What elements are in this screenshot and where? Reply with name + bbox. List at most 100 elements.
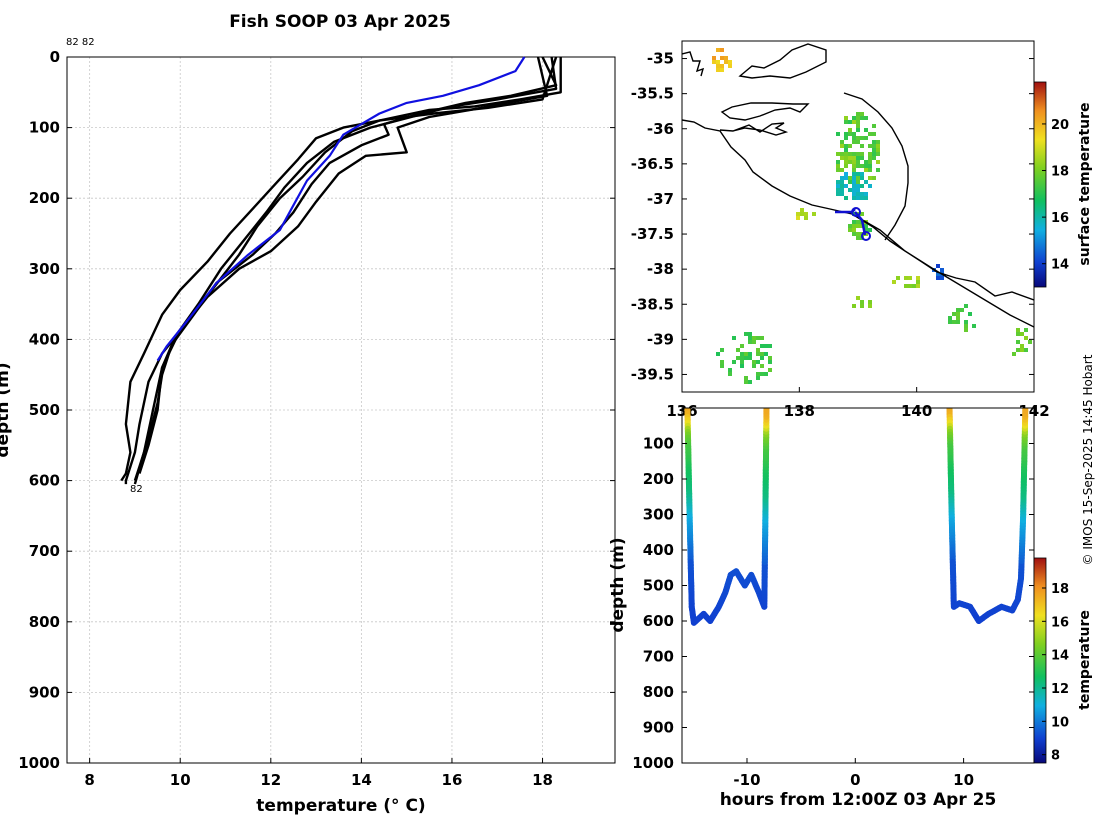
map-ytick-label: -37 — [647, 190, 674, 208]
profile-ytick-label: 100 — [29, 119, 60, 137]
sst-cell — [852, 180, 856, 184]
credit-text: © IMOS 15-Sep-2025 14:45 Hobart — [1081, 354, 1095, 565]
sst-cell — [764, 372, 768, 376]
sst-cell — [836, 180, 840, 184]
section-xlabel: hours from 12:00Z 03 Apr 25 — [720, 790, 997, 810]
profile-ytick-label: 200 — [29, 189, 60, 207]
profile-ticks: 8 10 12 14 16 18 0 100 200 300 400 500 600 700 800 900 1… — [18, 48, 615, 789]
sst-cell — [856, 164, 860, 168]
sst-cell — [840, 176, 844, 180]
map-panel: -35 -35.5 -36 -36.5 -37 -37.5 -38 -38.5 -39 -39.5… — [631, 40, 1093, 420]
sst-cell — [844, 116, 848, 120]
map-xtick-label: 140 — [901, 402, 932, 420]
sst-cell — [732, 336, 736, 340]
sst-cell — [848, 120, 852, 124]
sst-cell — [856, 136, 860, 140]
sst-cell — [764, 344, 768, 348]
sst-cell — [732, 360, 736, 364]
section-axes-frame — [681, 407, 1035, 764]
sst-cell — [844, 196, 848, 200]
temperature-colorbar-tick-label: 8 — [1051, 749, 1060, 764]
sst-cell — [724, 56, 728, 60]
section-ytick-label: 300 — [643, 506, 674, 524]
section-xtick-label: 10 — [953, 771, 974, 789]
profile-series-profile-ship — [156, 56, 526, 362]
sst-colorbar-tick-label: 14 — [1051, 258, 1069, 273]
map-ytick-label: -37.5 — [631, 225, 674, 243]
sst-cell — [752, 340, 756, 344]
section-ticks: 100 200 300 400 500 600 700 800 900 1000 -10 0 10 — [632, 435, 1034, 789]
sst-cell — [744, 352, 748, 356]
sst-cell — [860, 144, 864, 148]
sst-cell — [864, 160, 868, 164]
sst-cell — [856, 176, 860, 180]
temperature-colorbar — [1033, 557, 1047, 764]
sst-cells — [712, 48, 1032, 384]
section-ytick-label: 100 — [643, 435, 674, 453]
sst-cell — [864, 228, 868, 232]
sst-cell — [860, 184, 864, 188]
sst-cell — [1024, 336, 1028, 340]
sst-cell — [964, 304, 968, 308]
sst-cell — [1024, 328, 1028, 332]
sst-cell — [840, 180, 844, 184]
profile-xtick-label: 10 — [170, 771, 191, 789]
sst-cell — [728, 372, 732, 376]
profile-ylabel: depth (m) — [0, 362, 13, 457]
section-ytick-label: 800 — [643, 683, 674, 701]
sst-cell — [844, 136, 848, 140]
sst-cell — [852, 136, 856, 140]
sst-cell — [836, 152, 840, 156]
sst-cell — [744, 332, 748, 336]
sst-cell — [844, 152, 848, 156]
sst-cell — [796, 212, 800, 216]
sst-cell — [760, 356, 764, 360]
sst-cell — [836, 188, 840, 192]
sst-cell — [1016, 328, 1020, 332]
sst-cell — [836, 168, 840, 172]
sst-cell — [856, 120, 860, 124]
sst-cell — [748, 356, 752, 360]
sst-cell — [856, 160, 860, 164]
sst-colorbar-ticks: 14 16 18 20 — [1042, 118, 1069, 273]
sst-cell — [856, 184, 860, 188]
section-ylabel: depth (m) — [608, 537, 628, 632]
sst-cell — [748, 332, 752, 336]
profile-ytick-label: 400 — [29, 330, 60, 348]
sst-cell — [840, 192, 844, 196]
sst-cell — [860, 116, 864, 120]
section-ytick-label: 900 — [643, 719, 674, 737]
section-xtick-label: -10 — [733, 771, 760, 789]
sst-cell — [752, 360, 756, 364]
sst-cell — [744, 356, 748, 360]
sst-cell — [956, 316, 960, 320]
sst-cell — [712, 60, 716, 64]
sst-cell — [868, 300, 872, 304]
section-ytick-label: 200 — [643, 470, 674, 488]
map-ytick-label: -38 — [647, 260, 674, 278]
sst-colorbar-label: surface temperature — [1077, 102, 1093, 265]
profile-grid — [67, 56, 615, 764]
sst-cell — [768, 368, 772, 372]
sst-cell — [844, 164, 848, 168]
sst-cell — [964, 328, 968, 332]
sst-cell — [856, 224, 860, 228]
sst-cell — [836, 192, 840, 196]
sst-cell — [748, 352, 752, 356]
map-ytick-label: -36 — [647, 120, 674, 138]
sst-cell — [756, 336, 760, 340]
sst-cell — [860, 300, 864, 304]
sst-cell — [852, 232, 856, 236]
sst-cell — [956, 320, 960, 324]
section-ytick-label: 1000 — [632, 754, 674, 772]
sst-cell — [940, 276, 944, 280]
sst-cell — [856, 156, 860, 160]
sst-cell — [856, 116, 860, 120]
sst-cell — [852, 164, 856, 168]
sst-cell — [916, 276, 920, 280]
sst-cell — [740, 356, 744, 360]
sst-cell — [872, 148, 876, 152]
sst-cell — [716, 60, 720, 64]
sst-cell — [848, 160, 852, 164]
